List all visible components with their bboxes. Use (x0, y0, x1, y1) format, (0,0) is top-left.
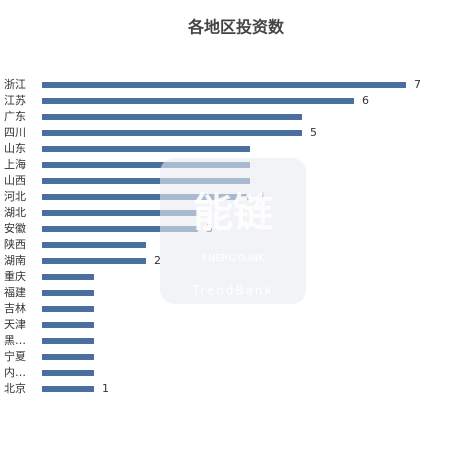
bar (42, 242, 146, 248)
bar (42, 386, 94, 392)
data-label: 1 (102, 382, 109, 395)
y-tick-label: 内… (4, 365, 26, 379)
y-tick-label: 浙江 (4, 78, 26, 91)
bar (42, 274, 94, 280)
bar (42, 322, 94, 328)
watermark-brand: ENERGYLINK (202, 253, 265, 264)
y-tick-label: 湖南 (4, 254, 26, 267)
bar (42, 114, 302, 120)
bar (42, 194, 250, 200)
bar (42, 258, 146, 264)
bar (42, 130, 302, 136)
y-tick-label: 吉林 (4, 301, 26, 315)
bar (42, 354, 94, 360)
y-tick-label: 江苏 (4, 94, 26, 107)
bar (42, 98, 354, 104)
y-tick-label: 宁夏 (4, 349, 26, 363)
y-tick-label: 湖北 (4, 206, 26, 219)
data-label: 5 (310, 126, 317, 139)
y-tick-label: 四川 (4, 126, 26, 139)
bar (42, 370, 94, 376)
y-tick-label: 山东 (4, 142, 26, 155)
y-tick-label: 陕西 (4, 237, 26, 251)
y-tick-label: 天津 (4, 318, 26, 331)
bar (42, 146, 250, 152)
bar (42, 82, 406, 88)
watermark-box (160, 158, 306, 304)
bar (42, 162, 250, 168)
bar (42, 178, 250, 184)
y-tick-label: 河北 (4, 190, 26, 203)
watermark-sub: TrendBank (192, 284, 274, 298)
watermark-logo: 能链 (193, 190, 273, 236)
bar (42, 306, 94, 312)
y-tick-label: 广东 (4, 110, 26, 123)
y-tick-label: 重庆 (4, 269, 26, 283)
data-label: 6 (362, 94, 369, 107)
bar (42, 290, 94, 296)
y-tick-label: 黑… (4, 334, 26, 347)
data-label: 2 (154, 254, 161, 267)
bar (42, 210, 198, 216)
y-tick-label: 福建 (4, 285, 26, 299)
y-tick-label: 北京 (4, 381, 26, 395)
y-tick-label: 上海 (4, 157, 26, 171)
chart-title: 各地区投资数 (187, 18, 285, 37)
bar (42, 226, 198, 232)
bar (42, 338, 94, 344)
y-tick-label: 山西 (4, 174, 26, 187)
data-label: 7 (414, 78, 421, 91)
y-tick-label: 安徽 (4, 221, 26, 235)
